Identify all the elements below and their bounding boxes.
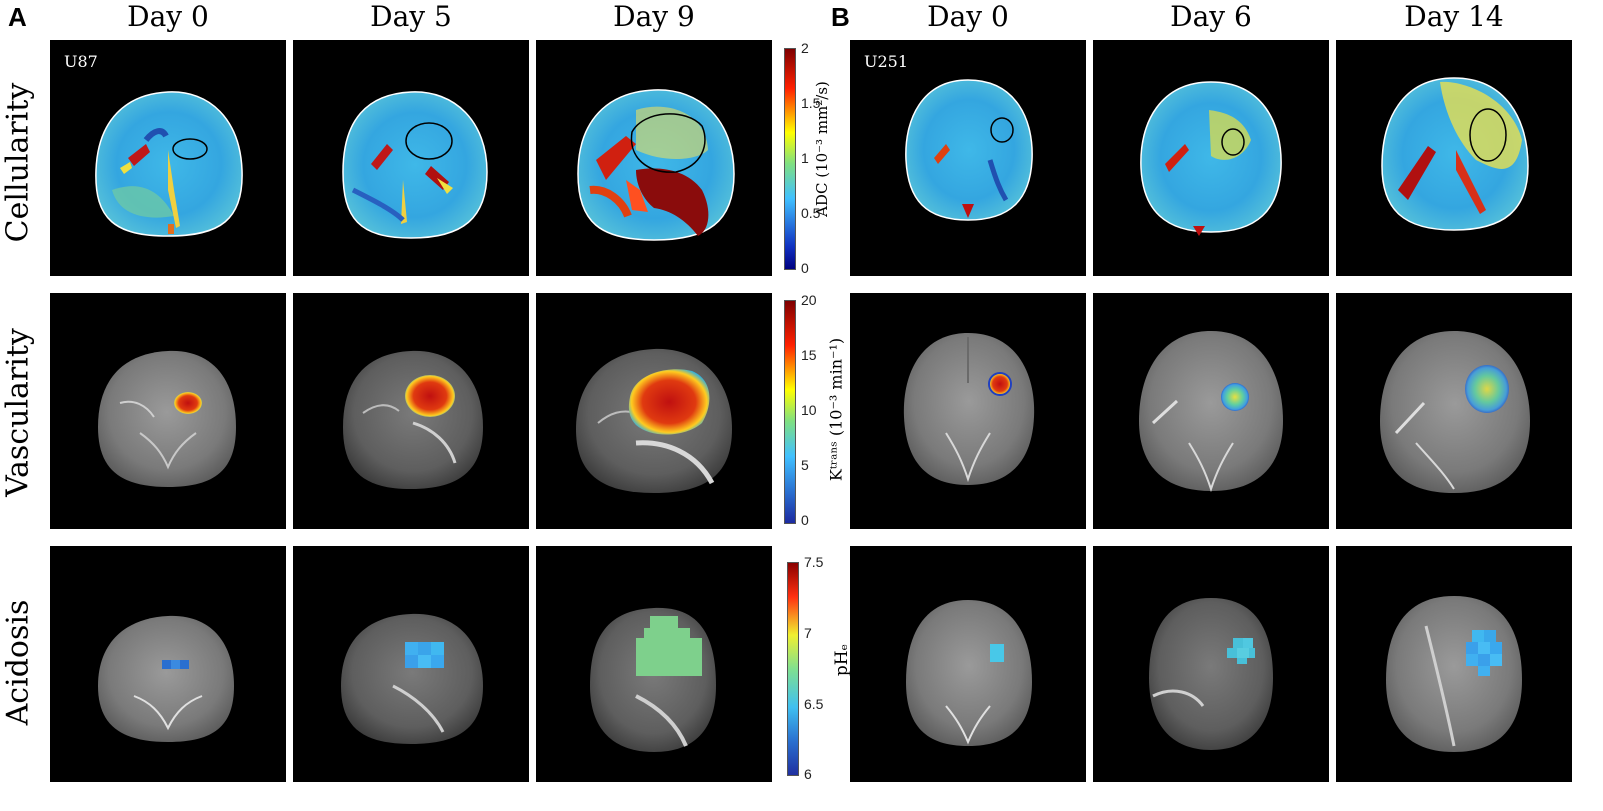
phe-map-u251-day0	[850, 546, 1086, 782]
phe-map-u87-day5	[293, 546, 529, 782]
panel-letter-a: A	[8, 2, 27, 32]
ktrans-tick-5: 5	[801, 457, 809, 473]
ktrans-colorbar	[784, 300, 796, 524]
phe-tick-7-5: 7.5	[804, 554, 824, 570]
panel-letter-b: B	[831, 2, 850, 32]
phe-map-u251-day6	[1093, 546, 1329, 782]
ktrans-tick-0: 0	[801, 512, 809, 528]
adc-tick-1: 1	[801, 150, 809, 166]
ktrans-map-u251-day0	[850, 293, 1086, 529]
ktrans-map-u87-day5	[293, 293, 529, 529]
row-label-cellularity: Cellularity	[0, 82, 36, 243]
cell-line-tag-u251: U251	[864, 52, 909, 71]
phe-map-u251-day14	[1336, 546, 1572, 782]
column-title-a-1: Day 0	[127, 0, 209, 33]
phe-colorbar	[787, 562, 799, 776]
adc-tick-0: 0	[801, 260, 809, 276]
adc-map-u251-day14	[1336, 40, 1572, 276]
column-title-b-2: Day 6	[1170, 0, 1252, 33]
adc-map-u87-day9	[536, 40, 772, 276]
adc-map-u87-day5	[293, 40, 529, 276]
ktrans-tick-15: 15	[801, 347, 817, 363]
ktrans-tick-10: 10	[801, 402, 817, 418]
adc-tick-1-5: 1.5	[801, 95, 821, 111]
column-title-a-2: Day 5	[370, 0, 452, 33]
cell-line-tag-u87: U87	[64, 52, 98, 71]
ktrans-map-u87-day9	[536, 293, 772, 529]
phe-map-u87-day0	[50, 546, 286, 782]
adc-colorbar-label: ADC (10⁻³ mm²/s)	[813, 81, 831, 217]
adc-map-u251-day0: U251	[850, 40, 1086, 276]
adc-map-u87-day0: U87	[50, 40, 286, 276]
adc-map-u251-day6	[1093, 40, 1329, 276]
adc-colorbar	[784, 48, 796, 270]
phe-map-u87-day9	[536, 546, 772, 782]
phe-tick-6-5: 6.5	[804, 696, 824, 712]
phe-colorbar-label: pHₑ	[832, 643, 852, 677]
row-label-acidosis: Acidosis	[0, 599, 36, 726]
column-title-b-1: Day 0	[927, 0, 1009, 33]
column-title-b-3: Day 14	[1404, 0, 1504, 33]
ktrans-map-u251-day6	[1093, 293, 1329, 529]
adc-tick-2: 2	[801, 40, 809, 56]
ktrans-colorbar-label: Kᵗʳᵃⁿˢ (10⁻³ min⁻¹)	[826, 337, 846, 482]
phe-tick-6: 6	[804, 766, 812, 782]
phe-tick-7: 7	[804, 625, 812, 641]
adc-tick-0-5: 0.5	[801, 205, 821, 221]
ktrans-map-u87-day0	[50, 293, 286, 529]
row-label-vascularity: Vascularity	[0, 328, 36, 497]
column-title-a-3: Day 9	[613, 0, 695, 33]
ktrans-tick-20: 20	[801, 292, 817, 308]
ktrans-map-u251-day14	[1336, 293, 1572, 529]
